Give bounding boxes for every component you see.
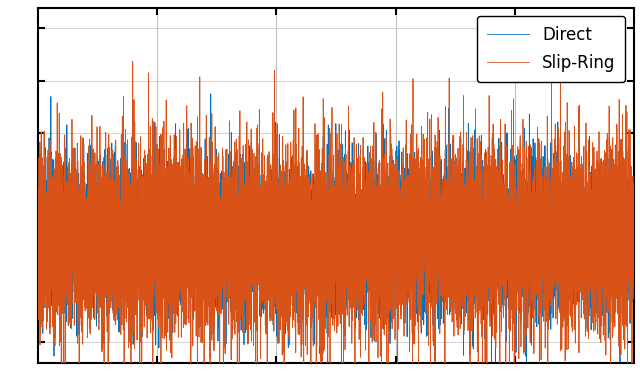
Direct xyxy=(598,220,606,225)
Line: Direct: Direct xyxy=(38,94,634,378)
Direct xyxy=(35,217,42,222)
Direct xyxy=(326,212,333,217)
Direct xyxy=(60,223,67,228)
Direct xyxy=(207,91,214,96)
Slip-Ring xyxy=(598,180,606,184)
Direct xyxy=(37,262,45,266)
Slip-Ring xyxy=(630,297,637,301)
Slip-Ring xyxy=(70,146,78,150)
Slip-Ring xyxy=(35,156,42,160)
Slip-Ring xyxy=(37,320,45,325)
Direct xyxy=(70,251,78,256)
Line: Slip-Ring: Slip-Ring xyxy=(38,62,634,378)
Slip-Ring xyxy=(129,59,136,64)
Direct xyxy=(151,237,159,242)
Direct xyxy=(630,212,637,216)
Slip-Ring xyxy=(60,242,67,246)
Legend: Direct, Slip-Ring: Direct, Slip-Ring xyxy=(477,16,625,82)
Slip-Ring xyxy=(326,288,333,293)
Slip-Ring xyxy=(151,191,159,196)
